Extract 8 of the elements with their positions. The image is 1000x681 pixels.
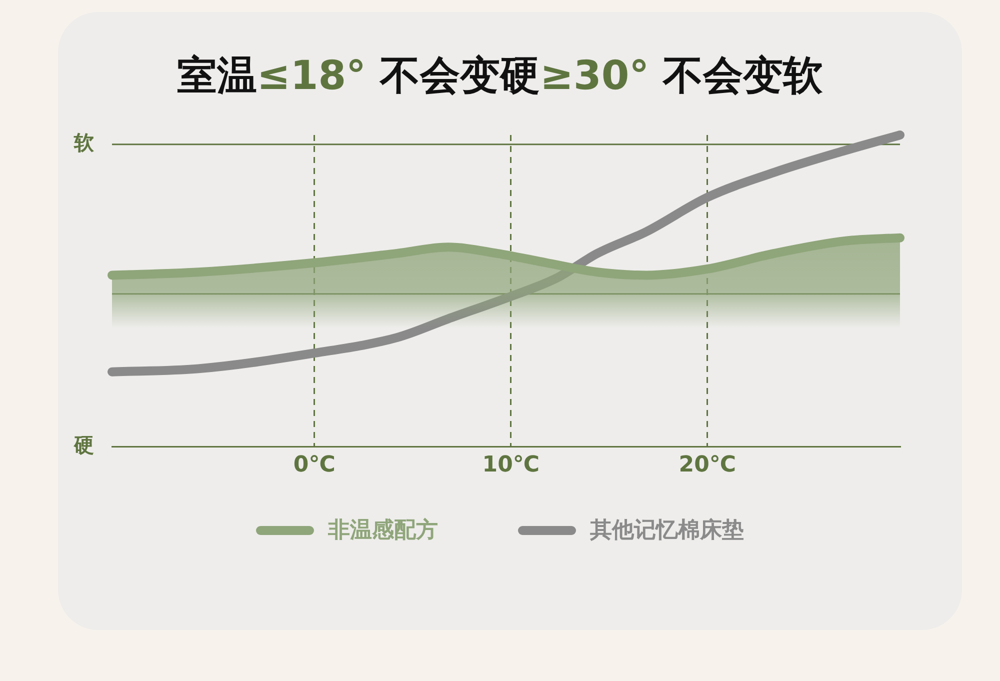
x-tick-label: 20℃ [678,452,736,478]
chart-title: 室温≤18° 不会变硬≥30° 不会变软 [176,53,824,99]
x-tick-label: 10℃ [482,452,540,478]
x-tick-label: 0℃ [293,452,336,478]
text: 软 [73,130,94,155]
legend-label: 非温感配方 [328,516,438,545]
text: 硬 [73,432,94,457]
legend-label: 其他记忆棉床垫 [590,517,744,545]
